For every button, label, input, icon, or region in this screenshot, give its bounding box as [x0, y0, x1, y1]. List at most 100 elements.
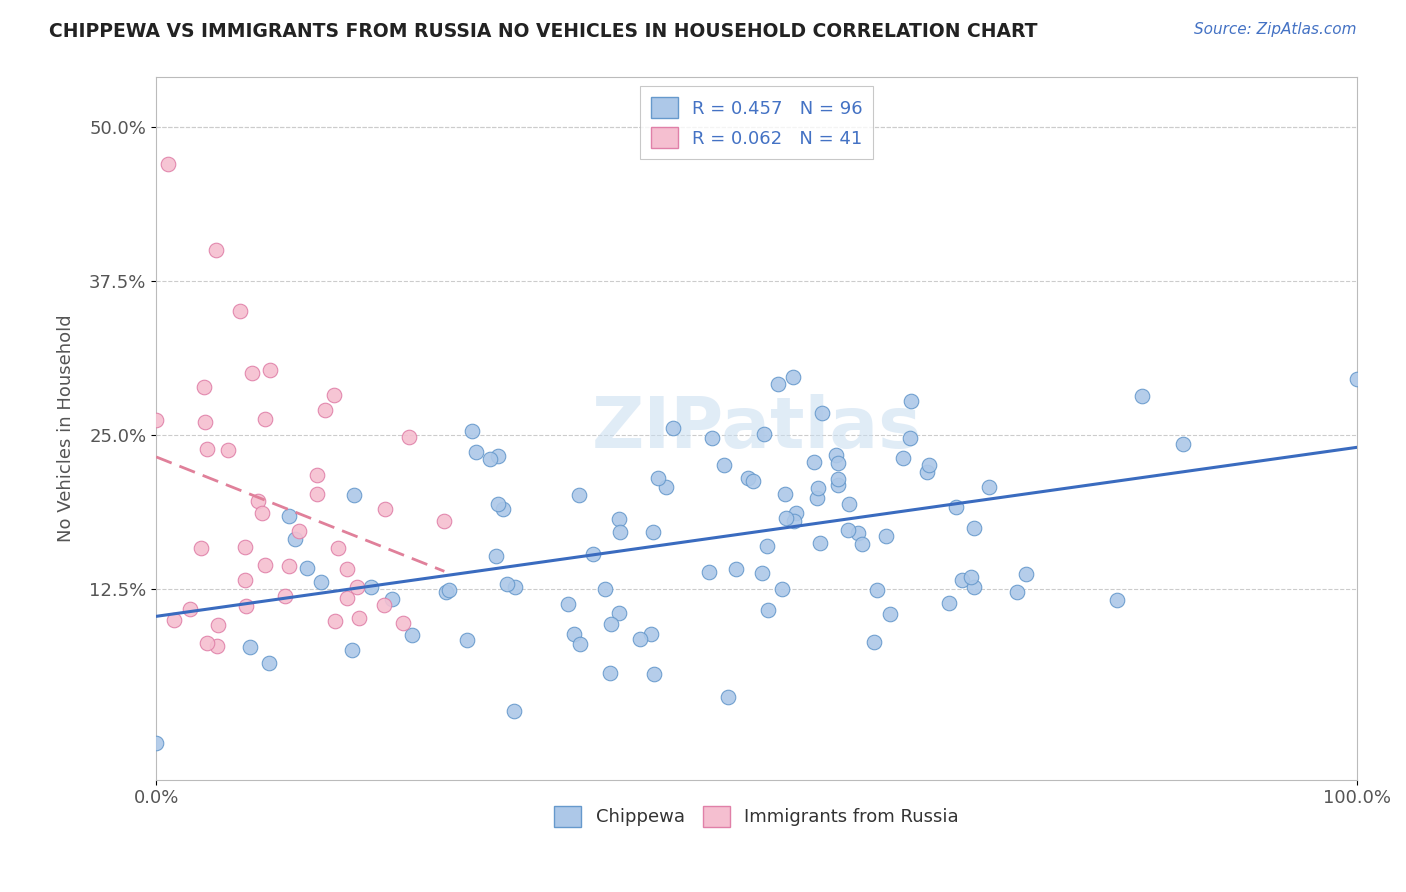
Point	[486, 497, 509, 511]
Point	[505, 580, 527, 594]
Point	[326, 541, 349, 555]
Point	[288, 524, 311, 538]
Point	[752, 427, 775, 442]
Point	[1015, 566, 1038, 581]
Point	[962, 580, 984, 594]
Point	[305, 487, 328, 501]
Point	[305, 468, 328, 483]
Point	[568, 637, 591, 651]
Point	[1346, 372, 1368, 386]
Point	[775, 511, 797, 525]
Point	[145, 736, 167, 750]
Text: Source: ZipAtlas.com: Source: ZipAtlas.com	[1194, 22, 1357, 37]
Point	[891, 450, 914, 465]
Point	[323, 388, 346, 402]
Point	[963, 521, 986, 535]
Point	[309, 574, 332, 589]
Point	[195, 442, 218, 456]
Point	[662, 421, 685, 435]
Point	[250, 507, 273, 521]
Point	[360, 580, 382, 594]
Point	[643, 666, 665, 681]
Point	[235, 599, 257, 613]
Point	[866, 582, 889, 597]
Point	[336, 591, 359, 606]
Text: CHIPPEWA VS IMMIGRANTS FROM RUSSIA NO VEHICLES IN HOUSEHOLD CORRELATION CHART: CHIPPEWA VS IMMIGRANTS FROM RUSSIA NO VE…	[49, 22, 1038, 41]
Y-axis label: No Vehicles in Household: No Vehicles in Household	[58, 315, 75, 542]
Point	[398, 430, 420, 444]
Point	[486, 449, 509, 463]
Point	[950, 573, 973, 587]
Point	[918, 458, 941, 473]
Point	[827, 473, 849, 487]
Point	[374, 502, 396, 516]
Point	[217, 443, 239, 458]
Point	[229, 304, 252, 318]
Point	[938, 596, 960, 610]
Point	[193, 380, 215, 394]
Point	[179, 602, 201, 616]
Point	[205, 639, 228, 653]
Point	[875, 529, 897, 543]
Point	[233, 574, 256, 588]
Point	[205, 243, 228, 257]
Point	[557, 597, 579, 611]
Point	[599, 665, 621, 680]
Point	[640, 626, 662, 640]
Point	[323, 615, 346, 629]
Point	[900, 394, 922, 409]
Point	[278, 558, 301, 573]
Point	[347, 611, 370, 625]
Point	[568, 488, 591, 502]
Point	[283, 532, 305, 546]
Point	[713, 458, 735, 472]
Point	[157, 156, 180, 170]
Point	[837, 523, 859, 537]
Point	[756, 539, 779, 553]
Point	[751, 566, 773, 580]
Point	[959, 570, 981, 584]
Point	[461, 424, 484, 438]
Point	[145, 413, 167, 427]
Point	[343, 488, 366, 502]
Point	[336, 562, 359, 576]
Point	[464, 445, 486, 459]
Point	[607, 607, 630, 621]
Point	[340, 642, 363, 657]
Point	[190, 541, 212, 555]
Point	[194, 415, 217, 429]
Point	[240, 366, 263, 380]
Point	[825, 448, 848, 462]
Point	[785, 506, 807, 520]
Point	[401, 628, 423, 642]
Point	[502, 704, 524, 718]
Point	[1105, 593, 1128, 607]
Point	[915, 465, 938, 479]
Point	[484, 549, 506, 563]
Point	[699, 566, 721, 580]
Point	[562, 627, 585, 641]
Point	[437, 583, 460, 598]
Point	[647, 471, 669, 485]
Point	[770, 582, 793, 596]
Point	[811, 406, 834, 420]
Point	[274, 589, 297, 603]
Point	[239, 640, 262, 654]
Legend: Chippewa, Immigrants from Russia: Chippewa, Immigrants from Russia	[547, 798, 966, 834]
Point	[392, 616, 415, 631]
Point	[773, 487, 796, 501]
Point	[314, 402, 336, 417]
Point	[496, 577, 519, 591]
Point	[737, 470, 759, 484]
Point	[373, 598, 395, 612]
Point	[278, 509, 301, 524]
Point	[434, 584, 457, 599]
Point	[600, 616, 623, 631]
Point	[700, 431, 723, 445]
Point	[163, 613, 186, 627]
Point	[246, 493, 269, 508]
Point	[655, 480, 678, 494]
Point	[254, 412, 277, 426]
Point	[879, 607, 901, 622]
Point	[863, 634, 886, 648]
